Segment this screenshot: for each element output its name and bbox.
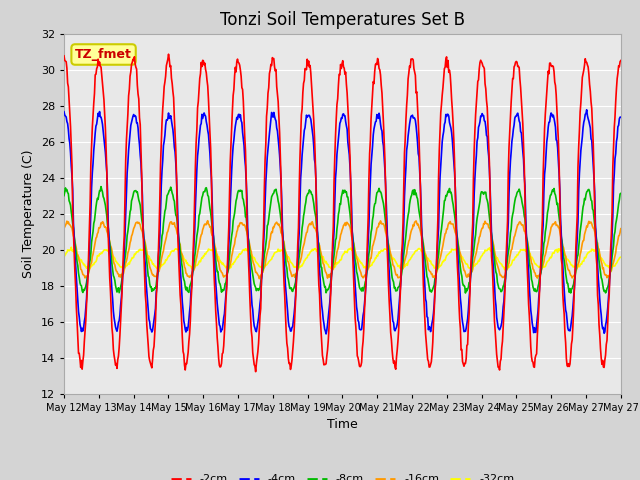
Line: -8cm: -8cm bbox=[64, 187, 621, 293]
-4cm bbox=[583, 107, 591, 113]
Line: -16cm: -16cm bbox=[64, 221, 621, 278]
-8cm bbox=[60, 192, 68, 198]
-16cm bbox=[255, 276, 263, 281]
-4cm bbox=[432, 277, 440, 283]
-8cm bbox=[461, 290, 469, 296]
-8cm bbox=[401, 246, 408, 252]
Line: -4cm: -4cm bbox=[64, 110, 621, 334]
-2cm bbox=[125, 86, 133, 92]
-8cm bbox=[432, 276, 440, 282]
-16cm bbox=[204, 218, 212, 224]
Y-axis label: Soil Temperature (C): Soil Temperature (C) bbox=[22, 149, 35, 278]
-16cm bbox=[617, 226, 625, 231]
-32cm bbox=[256, 264, 264, 269]
-32cm bbox=[60, 254, 68, 260]
-4cm bbox=[125, 139, 133, 144]
-2cm bbox=[401, 137, 409, 143]
-32cm bbox=[228, 261, 236, 267]
-16cm bbox=[278, 230, 285, 236]
Title: Tonzi Soil Temperatures Set B: Tonzi Soil Temperatures Set B bbox=[220, 11, 465, 29]
X-axis label: Time: Time bbox=[327, 418, 358, 431]
-4cm bbox=[617, 114, 625, 120]
-8cm bbox=[97, 184, 105, 190]
-8cm bbox=[256, 285, 264, 290]
-2cm bbox=[60, 53, 68, 59]
-2cm bbox=[252, 369, 259, 374]
-2cm bbox=[228, 107, 236, 113]
-16cm bbox=[125, 245, 133, 251]
Line: -32cm: -32cm bbox=[64, 247, 621, 270]
-16cm bbox=[228, 250, 236, 256]
-8cm bbox=[126, 209, 134, 215]
-8cm bbox=[617, 191, 625, 196]
Line: -2cm: -2cm bbox=[64, 54, 621, 372]
-4cm bbox=[322, 331, 330, 337]
-32cm bbox=[617, 254, 625, 260]
-8cm bbox=[228, 228, 236, 234]
-16cm bbox=[401, 256, 409, 262]
-32cm bbox=[501, 267, 509, 273]
-32cm bbox=[401, 264, 408, 270]
-4cm bbox=[228, 167, 236, 173]
-2cm bbox=[278, 222, 285, 228]
-16cm bbox=[257, 272, 264, 278]
-16cm bbox=[433, 270, 440, 276]
-2cm bbox=[164, 51, 172, 57]
-32cm bbox=[67, 244, 75, 250]
-2cm bbox=[617, 58, 625, 63]
-2cm bbox=[257, 306, 264, 312]
-4cm bbox=[255, 309, 263, 314]
-4cm bbox=[60, 109, 68, 115]
-32cm bbox=[432, 264, 440, 270]
-4cm bbox=[401, 194, 408, 200]
-32cm bbox=[126, 259, 134, 264]
-32cm bbox=[277, 247, 285, 253]
-16cm bbox=[60, 226, 68, 231]
-2cm bbox=[433, 262, 440, 268]
Legend: -2cm, -4cm, -8cm, -16cm, -32cm: -2cm, -4cm, -8cm, -16cm, -32cm bbox=[166, 470, 518, 480]
-8cm bbox=[277, 218, 285, 224]
-4cm bbox=[276, 165, 284, 170]
Text: TZ_fmet: TZ_fmet bbox=[75, 48, 132, 61]
